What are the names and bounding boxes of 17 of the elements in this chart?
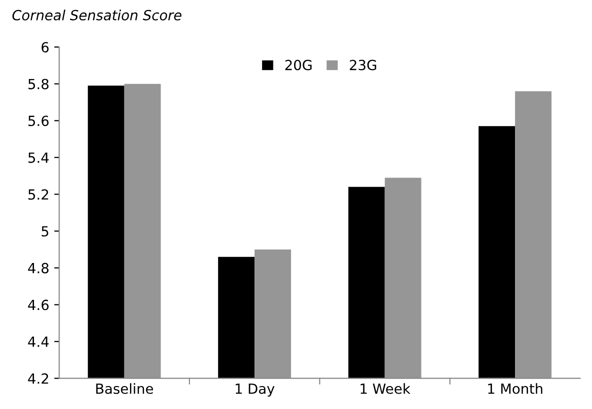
legend-label: 20G [285,60,312,70]
y-tick-label: 5.8 [28,78,49,90]
y-tick-label: 5.2 [28,189,48,200]
x-tick-label: Baseline [96,383,154,394]
y-axis-title: Corneal Sensation Score [12,10,182,20]
y-tick-label: 4.4 [28,336,49,347]
y-tick-label: 5 [42,226,48,237]
x-tick-label: 1 Week [360,383,410,394]
x-tick-label: 1 Day [236,384,274,397]
y-tick-label: 4.2 [28,373,48,384]
y-tick-label: 4.6 [28,300,49,310]
y-tick-label: 6 [42,42,49,53]
y-tick-label: 5.4 [28,152,49,163]
y-tick-label: 5.6 [28,116,49,126]
legend-label: 23G [350,60,376,70]
x-tick-label: 1 Month [488,383,542,394]
y-tick-label: 4.8 [28,262,49,274]
